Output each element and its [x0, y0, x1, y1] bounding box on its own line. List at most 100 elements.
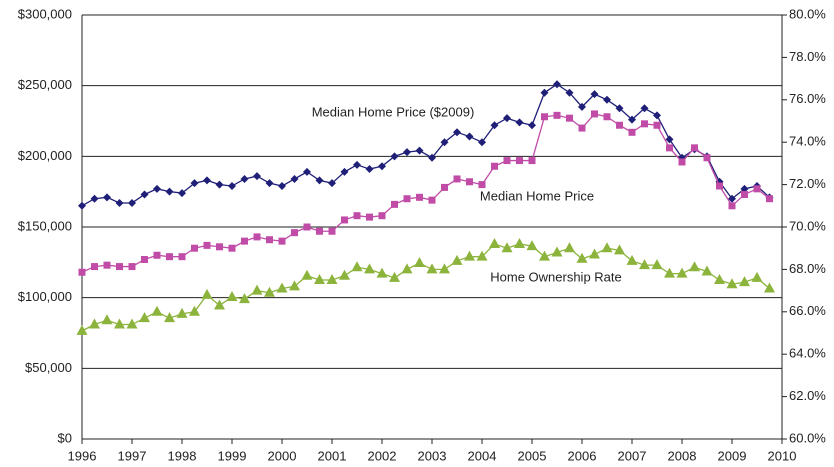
point: [528, 157, 536, 165]
y2-tick-label: 68.0%: [789, 261, 826, 276]
point: [189, 305, 200, 316]
y-tick-label: $200,000: [18, 148, 72, 163]
point: [351, 261, 363, 272]
point: [141, 256, 148, 264]
point: [601, 242, 613, 253]
point: [251, 284, 263, 295]
point: [628, 115, 636, 124]
y2-tick-label: 62.0%: [789, 388, 826, 403]
point: [116, 263, 123, 271]
x-tick-label: 1999: [218, 448, 247, 463]
point: [753, 185, 761, 193]
point: [115, 198, 124, 207]
y2-tick-label: 80.0%: [789, 6, 826, 21]
point: [353, 212, 361, 220]
point: [216, 243, 223, 251]
point: [340, 167, 349, 176]
point: [278, 237, 286, 245]
point: [465, 132, 474, 141]
point: [89, 318, 100, 329]
point: [339, 269, 350, 280]
y-tick-label: $0: [58, 430, 72, 445]
point: [428, 153, 436, 162]
point: [551, 246, 563, 257]
point: [428, 196, 436, 204]
x-tick-label: 2009: [718, 448, 747, 463]
point: [403, 195, 411, 203]
point: [203, 241, 211, 249]
x-tick-label: 2002: [368, 448, 397, 463]
point: [390, 152, 399, 161]
point: [640, 104, 649, 113]
point: [740, 184, 749, 193]
point: [90, 194, 99, 203]
point: [590, 90, 599, 99]
x-tick-label: 2003: [418, 448, 447, 463]
point: [739, 276, 750, 287]
series-label: Home Ownership Rate: [490, 269, 622, 284]
point: [91, 263, 98, 271]
point: [628, 128, 636, 136]
point: [128, 198, 136, 207]
point: [503, 157, 511, 165]
point: [553, 80, 561, 89]
series-label: Median Home Price: [480, 188, 594, 203]
point: [226, 290, 238, 301]
point: [264, 286, 275, 297]
point: [178, 253, 186, 261]
point: [490, 121, 499, 130]
point: [165, 187, 174, 196]
point: [439, 263, 450, 274]
point: [103, 261, 111, 269]
point: [401, 263, 413, 274]
point: [565, 88, 574, 97]
point: [751, 271, 763, 282]
point: [653, 121, 661, 129]
point: [190, 179, 199, 188]
point: [416, 193, 423, 201]
point: [253, 172, 261, 181]
point: [76, 324, 88, 335]
point: [78, 201, 86, 210]
point: [241, 237, 248, 245]
point: [466, 178, 473, 186]
series-label: Median Home Price ($2009): [312, 104, 475, 119]
point: [315, 176, 324, 185]
point: [766, 195, 773, 203]
point: [578, 124, 586, 132]
point: [326, 274, 338, 284]
point: [691, 144, 698, 152]
point: [564, 242, 575, 253]
point: [376, 267, 388, 278]
point: [203, 176, 211, 185]
point: [128, 263, 136, 271]
point: [591, 110, 598, 118]
point: [378, 212, 386, 220]
point: [714, 274, 725, 284]
point: [228, 244, 236, 252]
point: [616, 121, 623, 129]
point: [578, 102, 586, 111]
point: [453, 128, 461, 137]
point: [426, 263, 438, 274]
point: [301, 269, 313, 280]
point: [353, 160, 361, 169]
point: [539, 250, 550, 261]
y-tick-label: $250,000: [18, 77, 72, 92]
point: [314, 274, 325, 284]
point: [166, 253, 173, 261]
x-tick-label: 1997: [118, 448, 147, 463]
point: [139, 312, 150, 323]
point: [403, 148, 411, 157]
point: [101, 314, 113, 325]
point: [276, 282, 288, 293]
point: [366, 213, 373, 221]
point: [639, 259, 650, 270]
point: [676, 267, 688, 278]
point: [501, 242, 513, 253]
point: [478, 138, 486, 147]
x-tick-label: 1998: [168, 448, 197, 463]
point: [689, 261, 700, 272]
point: [364, 263, 375, 274]
